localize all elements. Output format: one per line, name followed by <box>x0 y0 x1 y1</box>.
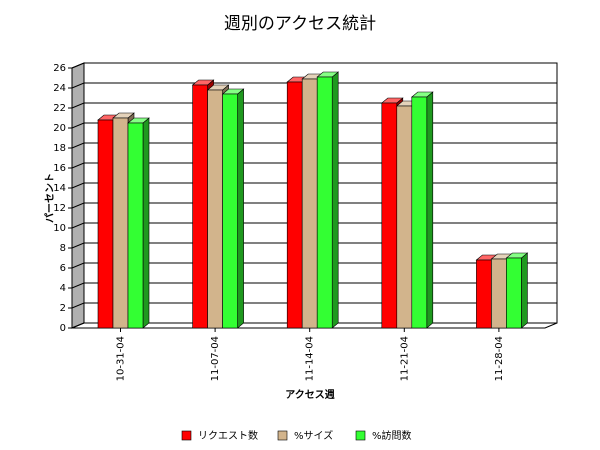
chart-title: 週別のアクセス統計 <box>224 14 376 34</box>
bar <box>301 78 318 329</box>
bar <box>286 81 303 329</box>
bar <box>491 258 507 329</box>
y-tick-label: 12 <box>53 203 66 214</box>
x-tick-label: 11-14-04 <box>305 336 316 381</box>
x-tick-label: 11-07-04 <box>210 336 221 381</box>
bar <box>381 102 398 329</box>
bar <box>476 259 492 329</box>
x-axis-label: アクセス週 <box>285 389 335 401</box>
bar-side <box>237 88 244 329</box>
legend-label: %サイズ <box>294 429 333 442</box>
bar <box>127 122 144 329</box>
y-tick-label: 4 <box>60 283 66 294</box>
legend-swatch <box>181 430 192 441</box>
bar <box>112 117 129 329</box>
bar <box>192 84 208 329</box>
bar <box>207 89 223 329</box>
legend-label: %訪問数 <box>372 429 412 442</box>
y-tick-label: 20 <box>53 123 66 134</box>
x-tick-label: 11-21-04 <box>399 336 410 381</box>
y-tick-label: 2 <box>60 303 66 314</box>
y-tick-label: 14 <box>53 183 66 194</box>
x-tick-label: 11-28-04 <box>494 336 505 381</box>
y-tick-label: 6 <box>60 263 66 274</box>
grid-line <box>71 82 557 89</box>
bar-side <box>426 91 434 329</box>
y-axis-label: パーセント <box>44 173 56 223</box>
y-tick-label: 10 <box>53 223 66 234</box>
y-tick-label: 0 <box>60 323 66 334</box>
left-wall <box>71 62 85 329</box>
bar <box>97 119 114 329</box>
x-tick-label: 10-31-04 <box>116 336 127 381</box>
bar <box>411 96 428 329</box>
y-tick-label: 8 <box>60 243 66 254</box>
legend-swatch <box>277 430 288 441</box>
bar-side <box>142 117 150 329</box>
bar <box>506 257 522 329</box>
bar <box>396 105 413 329</box>
y-tick-label: 18 <box>53 143 66 154</box>
y-tick-label: 24 <box>53 83 66 94</box>
bar-side <box>331 71 339 329</box>
y-tick-label: 16 <box>53 163 66 174</box>
legend-swatch <box>355 430 366 441</box>
bar <box>316 76 333 329</box>
bar <box>222 93 238 329</box>
y-tick-label: 22 <box>53 103 66 114</box>
legend-label: リクエスト数 <box>198 429 258 442</box>
bar-side <box>521 252 528 329</box>
y-tick-label: 26 <box>53 63 66 74</box>
grid-line <box>71 62 557 69</box>
